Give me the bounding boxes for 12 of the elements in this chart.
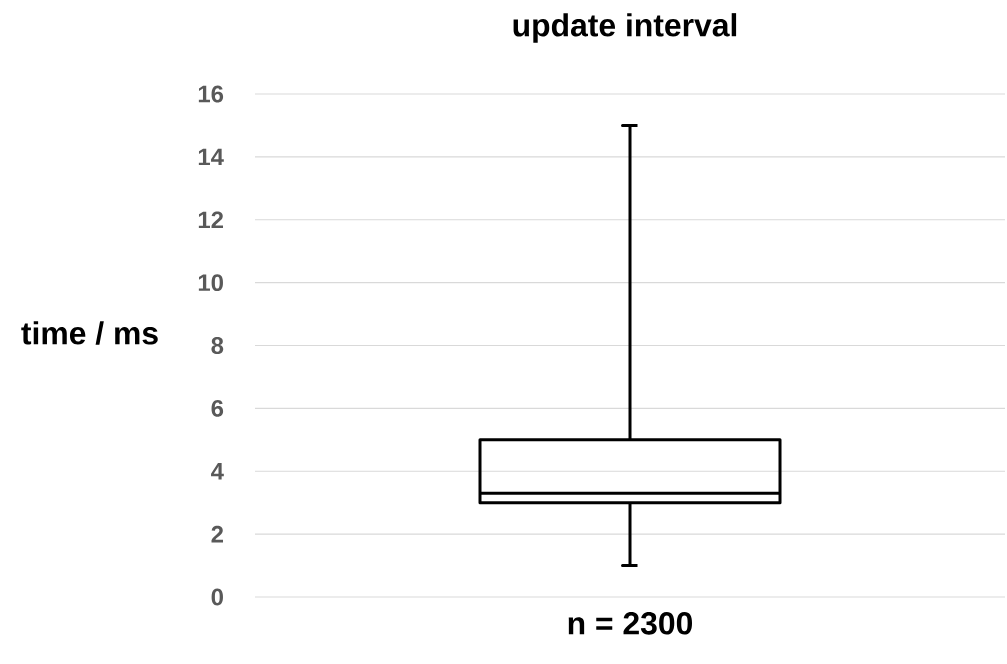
y-tick-label: 12 (198, 211, 223, 229)
y-tick-label: 16 (198, 85, 224, 103)
y-tick-label: 14 (198, 148, 224, 166)
y-tick-label: 6 (211, 399, 224, 417)
x-tick-label: n = 2300 (568, 612, 693, 635)
y-tick-label: 2 (211, 525, 224, 543)
chart-title: update interval (513, 13, 737, 43)
y-tick-label: 4 (211, 463, 224, 480)
y-tick-label: 0 (211, 588, 223, 606)
y-tick-label: 10 (198, 274, 223, 292)
y-axis-title: time / ms (21, 321, 158, 345)
y-tick-label: 8 (211, 337, 224, 354)
